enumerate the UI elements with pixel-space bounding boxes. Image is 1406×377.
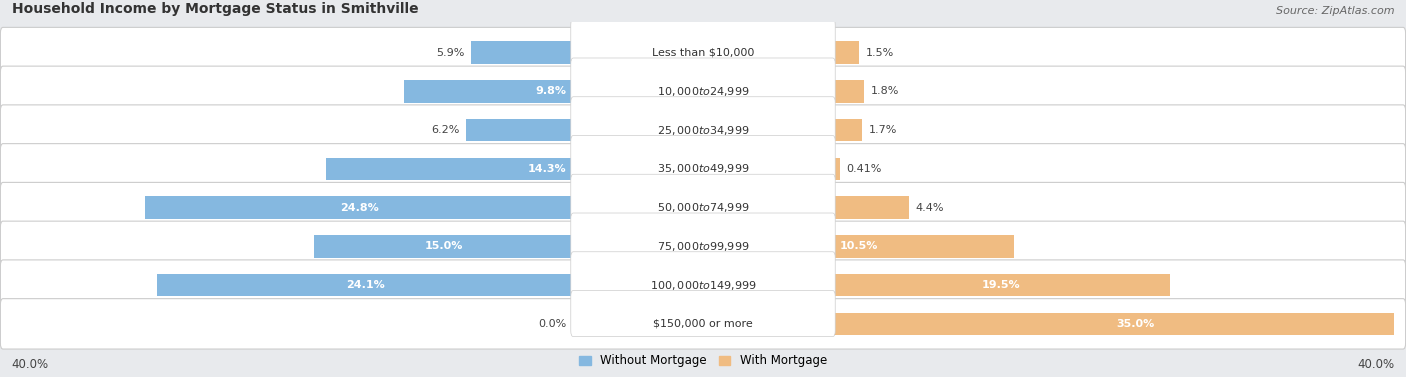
Text: 24.1%: 24.1% <box>346 280 384 290</box>
Text: $150,000 or more: $150,000 or more <box>654 319 752 329</box>
Text: 19.5%: 19.5% <box>981 280 1021 290</box>
Text: Less than $10,000: Less than $10,000 <box>652 48 754 58</box>
FancyBboxPatch shape <box>0 221 1406 271</box>
Text: Source: ZipAtlas.com: Source: ZipAtlas.com <box>1275 6 1395 16</box>
FancyBboxPatch shape <box>571 252 835 298</box>
FancyBboxPatch shape <box>0 299 1406 349</box>
Text: 10.5%: 10.5% <box>839 241 877 251</box>
Bar <box>404 80 574 103</box>
FancyBboxPatch shape <box>0 182 1406 233</box>
Bar <box>145 196 574 219</box>
FancyBboxPatch shape <box>571 97 835 143</box>
Text: Household Income by Mortgage Status in Smithville: Household Income by Mortgage Status in S… <box>11 2 418 16</box>
Text: 5.9%: 5.9% <box>436 48 464 58</box>
Bar <box>326 158 574 180</box>
Text: $100,000 to $149,999: $100,000 to $149,999 <box>650 279 756 291</box>
Text: 40.0%: 40.0% <box>11 358 49 371</box>
FancyBboxPatch shape <box>571 58 835 104</box>
FancyBboxPatch shape <box>571 19 835 65</box>
Text: $75,000 to $99,999: $75,000 to $99,999 <box>657 240 749 253</box>
FancyBboxPatch shape <box>0 144 1406 194</box>
Text: 1.7%: 1.7% <box>869 125 897 135</box>
Bar <box>157 274 574 296</box>
FancyBboxPatch shape <box>0 260 1406 310</box>
Text: $50,000 to $74,999: $50,000 to $74,999 <box>657 201 749 214</box>
Text: 24.8%: 24.8% <box>340 202 378 213</box>
Text: 1.5%: 1.5% <box>866 48 894 58</box>
Text: $25,000 to $34,999: $25,000 to $34,999 <box>657 124 749 136</box>
Bar <box>832 41 859 64</box>
Bar <box>467 119 574 141</box>
Bar <box>832 119 862 141</box>
FancyBboxPatch shape <box>0 105 1406 155</box>
Bar <box>314 235 574 257</box>
Text: 35.0%: 35.0% <box>1116 319 1154 329</box>
Text: 4.4%: 4.4% <box>915 202 943 213</box>
Text: $10,000 to $24,999: $10,000 to $24,999 <box>657 85 749 98</box>
Text: 14.3%: 14.3% <box>527 164 567 174</box>
FancyBboxPatch shape <box>571 291 835 337</box>
FancyBboxPatch shape <box>571 174 835 221</box>
FancyBboxPatch shape <box>0 28 1406 78</box>
Text: 6.2%: 6.2% <box>430 125 460 135</box>
Bar <box>832 274 1170 296</box>
Text: $35,000 to $49,999: $35,000 to $49,999 <box>657 162 749 175</box>
Text: 1.8%: 1.8% <box>870 86 898 96</box>
Bar <box>471 41 574 64</box>
Bar <box>832 313 1406 335</box>
Text: 40.0%: 40.0% <box>1357 358 1395 371</box>
Text: 0.0%: 0.0% <box>538 319 567 329</box>
Text: 9.8%: 9.8% <box>536 86 567 96</box>
Bar <box>832 196 908 219</box>
Bar <box>832 158 839 180</box>
FancyBboxPatch shape <box>571 213 835 259</box>
Bar <box>832 235 1014 257</box>
FancyBboxPatch shape <box>0 66 1406 116</box>
FancyBboxPatch shape <box>571 135 835 182</box>
Bar <box>832 80 863 103</box>
Text: 0.41%: 0.41% <box>846 164 882 174</box>
Legend: Without Mortgage, With Mortgage: Without Mortgage, With Mortgage <box>574 349 832 372</box>
Text: 15.0%: 15.0% <box>425 241 463 251</box>
